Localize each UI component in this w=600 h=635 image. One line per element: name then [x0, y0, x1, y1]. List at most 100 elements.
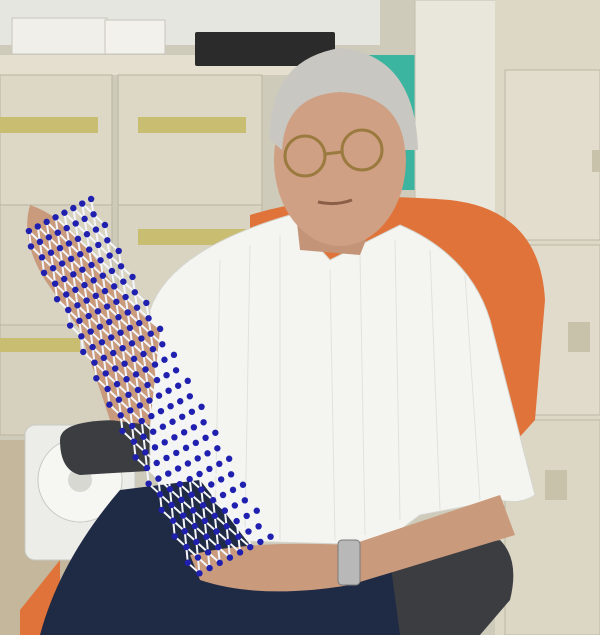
model-bead [176, 480, 184, 488]
model-bead [206, 564, 213, 572]
model-bead [165, 387, 172, 394]
model-bead [104, 385, 111, 393]
model-bead [101, 221, 109, 229]
model-bead [80, 348, 87, 356]
shirt-stripes [214, 235, 481, 541]
model-bead [171, 434, 178, 441]
model-bead [106, 252, 113, 259]
model-bead [25, 227, 33, 235]
model-bead [113, 380, 121, 388]
model-bead [253, 507, 260, 514]
model-bead [243, 512, 250, 520]
model-bead [90, 277, 97, 284]
model-bead [138, 417, 145, 425]
model-bead [115, 247, 122, 255]
model-bead [146, 397, 153, 404]
model-bead [67, 255, 75, 263]
model-bead [119, 427, 126, 435]
model-bead [216, 460, 223, 468]
model-bead [190, 424, 198, 431]
model-bead [149, 345, 157, 353]
model-bead [182, 444, 190, 452]
model-bead [88, 261, 95, 269]
model-bead [92, 226, 100, 233]
model-bead [98, 339, 106, 346]
person-head [269, 48, 418, 255]
model-bead [128, 340, 136, 347]
model-bead [179, 512, 187, 519]
model-bead [74, 235, 82, 243]
model-bead [167, 403, 174, 410]
model-bead [123, 376, 130, 383]
model-bead [58, 260, 66, 267]
nanotube-model [25, 195, 274, 577]
model-bead [161, 439, 168, 446]
model-bead [94, 308, 102, 315]
model-bead [142, 449, 149, 456]
model-bead [72, 286, 79, 293]
model-bead [138, 335, 145, 342]
model-bead [153, 459, 160, 467]
model-bead [163, 371, 170, 379]
model-bead [140, 350, 147, 358]
model-bead [145, 315, 152, 322]
model-bead [186, 393, 194, 400]
model-bead [255, 523, 262, 530]
model-bead [97, 257, 104, 264]
model-bead [147, 330, 154, 337]
model-bead [36, 238, 44, 246]
model-bead [96, 323, 104, 330]
model-bead [183, 543, 190, 551]
model-bead [110, 349, 117, 357]
model-bead [239, 481, 247, 488]
model-bead [47, 249, 55, 256]
model-bead [78, 333, 85, 340]
model-bead [66, 322, 74, 329]
model-bead [194, 455, 201, 462]
model-bead [74, 302, 81, 309]
model-bead [127, 407, 134, 414]
model-bead [193, 538, 200, 545]
model-bead [52, 214, 59, 221]
model-bead [119, 344, 126, 352]
model-bead [124, 309, 131, 316]
model-bead [155, 475, 162, 482]
model-bead [208, 481, 215, 488]
model-bead [184, 460, 192, 467]
model-bead [206, 465, 213, 473]
model-bead [189, 507, 197, 514]
model-bead [188, 408, 196, 415]
model-bead [142, 366, 149, 373]
model-bead [212, 429, 219, 436]
model-bead [168, 501, 175, 509]
model-bead [153, 376, 161, 384]
model-bead [79, 266, 86, 273]
model-bead [76, 251, 84, 258]
model-bead [132, 371, 140, 378]
model-bead [156, 325, 164, 333]
model-bead [149, 428, 157, 435]
model-bead [174, 465, 182, 472]
left-arm [27, 205, 161, 425]
model-bead [128, 422, 136, 430]
model-bead [106, 318, 113, 326]
model-bead [192, 439, 200, 447]
model-bead [38, 254, 46, 261]
model-bead [54, 229, 61, 236]
model-bead [129, 273, 136, 281]
model-bead [126, 324, 134, 332]
model-bead [170, 351, 178, 359]
model-bead [106, 401, 113, 408]
model-bead [132, 454, 139, 461]
model-bead [241, 497, 249, 504]
model-bead [72, 220, 79, 227]
model-bead [122, 293, 129, 301]
model-bead [140, 433, 147, 440]
model-bead [172, 367, 180, 374]
model-bead [213, 528, 220, 535]
model-bead [93, 375, 100, 382]
model-bead [100, 354, 108, 362]
model-bead [108, 267, 116, 275]
